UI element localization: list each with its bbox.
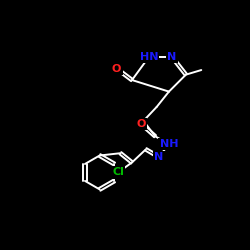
Text: Cl: Cl — [112, 168, 124, 177]
Text: HN: HN — [140, 52, 158, 62]
Text: O: O — [112, 64, 121, 74]
Text: N: N — [154, 152, 164, 162]
Text: O: O — [136, 119, 146, 129]
Text: NH: NH — [160, 139, 178, 149]
Text: N: N — [168, 52, 177, 62]
